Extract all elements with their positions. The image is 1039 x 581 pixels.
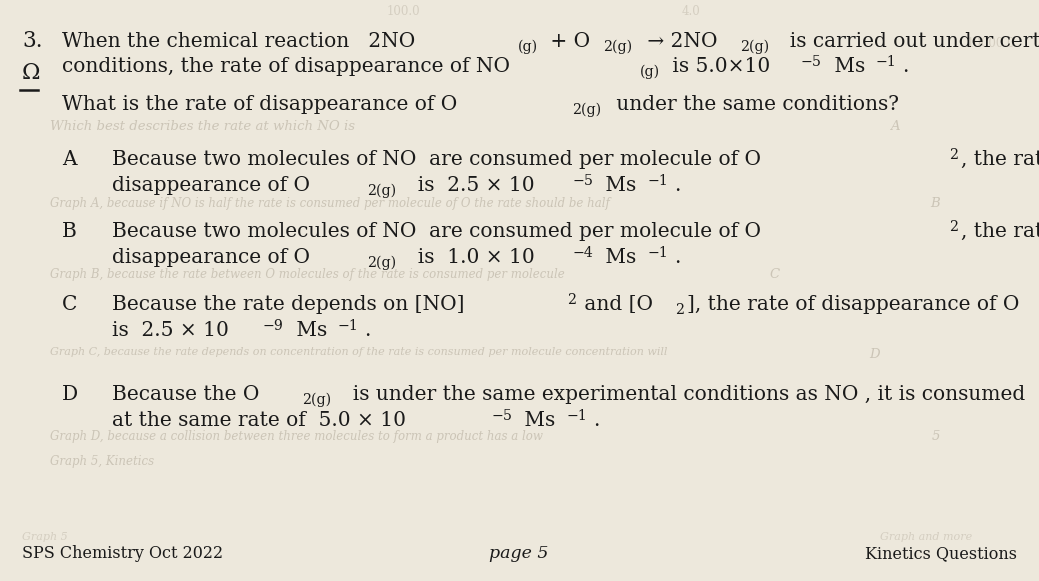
Text: Ms: Ms bbox=[600, 248, 637, 267]
Text: Kinetics Questions: Kinetics Questions bbox=[865, 545, 1017, 562]
Text: .: . bbox=[674, 176, 681, 195]
Text: Because two molecules of NO  are consumed per molecule of O: Because two molecules of NO are consumed… bbox=[112, 150, 761, 169]
Text: conditions, the rate of disappearance of NO: conditions, the rate of disappearance of… bbox=[62, 57, 510, 76]
Text: −1: −1 bbox=[566, 409, 587, 423]
Text: .: . bbox=[903, 57, 909, 76]
Text: .: . bbox=[365, 321, 371, 340]
Text: −1: −1 bbox=[338, 319, 358, 333]
Text: is under the same experimental conditions as NO , it is consumed: is under the same experimental condition… bbox=[340, 385, 1025, 404]
Text: C: C bbox=[770, 268, 780, 281]
Text: is  1.0 × 10: is 1.0 × 10 bbox=[405, 248, 535, 267]
Text: −4: −4 bbox=[572, 246, 593, 260]
Text: A: A bbox=[62, 150, 77, 169]
Text: .: . bbox=[593, 411, 600, 430]
Text: C: C bbox=[62, 295, 77, 314]
Text: 2(g): 2(g) bbox=[368, 184, 397, 198]
Text: , the rate of: , the rate of bbox=[961, 150, 1039, 169]
Text: Ms: Ms bbox=[518, 411, 556, 430]
Text: Ω: Ω bbox=[22, 62, 41, 84]
Text: Graph 5: Graph 5 bbox=[22, 532, 68, 542]
Text: disappearance of O: disappearance of O bbox=[112, 176, 310, 195]
Text: under the same conditions?: under the same conditions? bbox=[610, 95, 899, 114]
Text: and [O: and [O bbox=[579, 295, 654, 314]
Text: 3.: 3. bbox=[22, 30, 43, 52]
Text: Graph A, because if NO is half the rate is consumed per molecule of O the rate s: Graph A, because if NO is half the rate … bbox=[50, 197, 610, 210]
Text: → 2NO: → 2NO bbox=[641, 32, 717, 51]
Text: Ms: Ms bbox=[290, 321, 327, 340]
Text: −1: −1 bbox=[647, 174, 668, 188]
Text: (g): (g) bbox=[517, 40, 538, 54]
Text: (g): (g) bbox=[640, 64, 660, 79]
Text: D: D bbox=[870, 348, 880, 361]
Text: −9: −9 bbox=[263, 319, 284, 333]
Text: Ms: Ms bbox=[600, 176, 637, 195]
Text: is 5.0×10: is 5.0×10 bbox=[666, 57, 770, 76]
Text: Graph D, because a collision between three molecules to form a product has a low: Graph D, because a collision between thr… bbox=[50, 430, 542, 443]
Text: 2: 2 bbox=[567, 293, 576, 307]
Text: Because the O: Because the O bbox=[112, 385, 260, 404]
Text: D: D bbox=[62, 385, 78, 404]
Text: What is the rate of disappearance of O: What is the rate of disappearance of O bbox=[62, 95, 457, 114]
Text: Graph B, because the rate between O molecules of the rate is consumed per molecu: Graph B, because the rate between O mole… bbox=[50, 268, 565, 281]
Text: 2(g): 2(g) bbox=[604, 40, 633, 54]
Text: 4.0: 4.0 bbox=[682, 5, 700, 18]
Text: 2(g): 2(g) bbox=[368, 256, 397, 270]
Text: −5: −5 bbox=[572, 174, 593, 188]
Text: Because two molecules of NO  are consumed per molecule of O: Because two molecules of NO are consumed… bbox=[112, 222, 761, 241]
Text: 2: 2 bbox=[950, 148, 958, 162]
Text: 5: 5 bbox=[932, 430, 940, 443]
Text: Graph C, because the rate depends on concentration of the rate is consumed per m: Graph C, because the rate depends on con… bbox=[50, 347, 667, 357]
Text: SPS Chemistry Oct 2022: SPS Chemistry Oct 2022 bbox=[22, 545, 223, 562]
Text: Graph and more: Graph and more bbox=[880, 532, 973, 542]
Text: B: B bbox=[930, 197, 940, 210]
Text: 2(g): 2(g) bbox=[740, 40, 769, 54]
Text: is  2.5 × 10: is 2.5 × 10 bbox=[112, 321, 229, 340]
Text: 2: 2 bbox=[950, 220, 958, 234]
Text: 100.0: 100.0 bbox=[387, 5, 420, 18]
Text: B: B bbox=[62, 222, 77, 241]
Text: When the chemical reaction   2NO: When the chemical reaction 2NO bbox=[62, 32, 416, 51]
Text: 2: 2 bbox=[675, 303, 685, 317]
Text: Because the rate depends on [NO]: Because the rate depends on [NO] bbox=[112, 295, 464, 314]
Text: A: A bbox=[890, 120, 900, 133]
Text: 10000.0: 10000.0 bbox=[966, 37, 1015, 50]
Text: + O: + O bbox=[543, 32, 590, 51]
Text: Which best describes the rate at which NO is: Which best describes the rate at which N… bbox=[50, 120, 355, 133]
Text: ], the rate of disappearance of O: ], the rate of disappearance of O bbox=[687, 295, 1019, 314]
Text: is carried out under certain: is carried out under certain bbox=[777, 32, 1039, 51]
Text: Graph 5, Kinetics: Graph 5, Kinetics bbox=[50, 455, 154, 468]
Text: is  2.5 × 10: is 2.5 × 10 bbox=[405, 176, 535, 195]
Text: .: . bbox=[674, 248, 681, 267]
Text: −1: −1 bbox=[876, 55, 897, 69]
Text: at the same rate of  5.0 × 10: at the same rate of 5.0 × 10 bbox=[112, 411, 406, 430]
Text: 2(g): 2(g) bbox=[572, 103, 602, 117]
Text: 2(g): 2(g) bbox=[302, 393, 331, 407]
Text: , the rate of: , the rate of bbox=[961, 222, 1039, 241]
Text: disappearance of O: disappearance of O bbox=[112, 248, 310, 267]
Text: −5: −5 bbox=[800, 55, 822, 69]
Text: −1: −1 bbox=[647, 246, 668, 260]
Text: −5: −5 bbox=[491, 409, 512, 423]
Text: Ms: Ms bbox=[828, 57, 864, 76]
Text: page 5: page 5 bbox=[489, 545, 549, 562]
